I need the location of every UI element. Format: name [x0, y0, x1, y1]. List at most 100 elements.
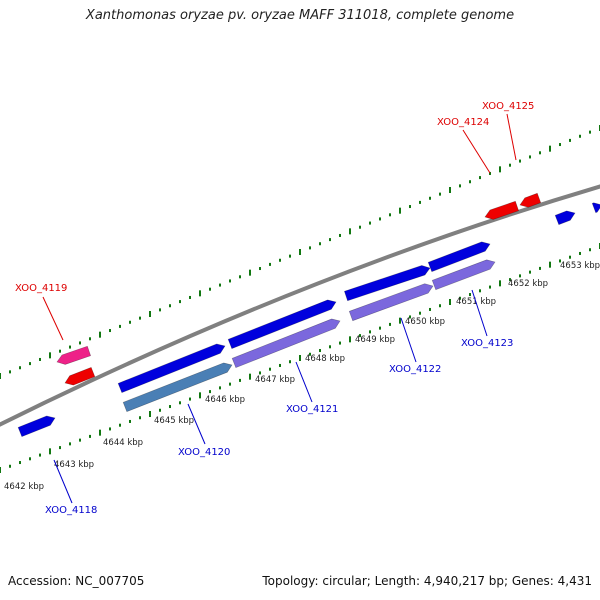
gene-leader-line [295, 361, 313, 403]
gene-arrow[interactable] [64, 366, 96, 386]
tick-mark [429, 196, 431, 200]
gene-label-xoo-4121[interactable]: XOO_4121 [286, 404, 338, 415]
tick-mark [389, 322, 391, 326]
tick-mark [469, 180, 471, 184]
tick-mark [549, 145, 551, 152]
genome-summary: Topology: circular; Length: 4,940,217 bp… [262, 574, 592, 588]
axis-tick-label: 4642 kbp [4, 482, 44, 492]
tick-mark [289, 360, 291, 364]
gene-label-xoo-4124[interactable]: XOO_4124 [437, 117, 489, 128]
tick-mark [539, 151, 541, 155]
tick-mark [169, 304, 171, 308]
gene-arrow[interactable] [427, 241, 491, 273]
gene-arrow-xoo-4124[interactable] [484, 200, 520, 220]
tick-mark [359, 334, 361, 338]
tick-mark [269, 262, 271, 266]
tick-mark [259, 267, 261, 271]
tick-mark [569, 255, 571, 259]
tick-mark [89, 337, 91, 341]
tick-mark [339, 233, 341, 237]
gene-arrow-xoo-4120[interactable] [122, 362, 233, 413]
gene-leader-line [506, 113, 517, 161]
gene-arrow-xoo-4121[interactable] [231, 318, 341, 369]
gene-label-xoo-4125[interactable]: XOO_4125 [482, 101, 534, 112]
tick-mark [29, 362, 31, 366]
tick-mark [489, 171, 491, 175]
gene-arrow-xoo-4122[interactable] [348, 283, 434, 322]
tick-mark [79, 438, 81, 442]
tick-mark [489, 285, 491, 289]
tick-mark [349, 336, 351, 343]
tick-mark [479, 176, 481, 180]
tick-mark [129, 320, 131, 324]
tick-mark [499, 280, 501, 287]
tick-mark [569, 138, 571, 142]
tick-mark [69, 442, 71, 446]
tick-mark [419, 311, 421, 315]
tick-mark [499, 166, 501, 173]
tick-mark [159, 308, 161, 312]
tick-mark [239, 275, 241, 279]
tick-mark [29, 457, 31, 461]
axis-tick-label: 4646 kbp [205, 395, 245, 405]
tick-mark [209, 287, 211, 291]
gene-arrow[interactable] [227, 299, 337, 350]
gene-arrow[interactable] [554, 210, 576, 226]
axis-tick-label: 4653 kbp [560, 261, 600, 271]
tick-mark [189, 295, 191, 299]
tick-mark [419, 200, 421, 204]
tick-mark [9, 464, 11, 468]
tick-mark [379, 326, 381, 330]
tick-mark [59, 349, 61, 353]
gene-label-xoo-4122[interactable]: XOO_4122 [389, 364, 441, 375]
axis-tick-label: 4643 kbp [54, 460, 94, 470]
tick-mark [139, 416, 141, 420]
tick-mark [299, 355, 301, 361]
tick-mark [429, 307, 431, 311]
axis-tick-label: 4648 kbp [305, 354, 345, 364]
tick-mark [0, 467, 1, 473]
genome-backbone [0, 184, 600, 427]
tick-mark [579, 134, 581, 138]
tick-mark [209, 390, 211, 394]
tick-mark [119, 324, 121, 328]
gene-label-xoo-4123[interactable]: XOO_4123 [461, 338, 513, 349]
gene-label-xoo-4120[interactable]: XOO_4120 [178, 447, 230, 458]
tick-mark [479, 289, 481, 293]
tick-mark [59, 446, 61, 450]
tick-mark [119, 423, 121, 427]
gene-leader-line [187, 403, 206, 445]
tick-mark [219, 386, 221, 390]
tick-mark [449, 187, 451, 193]
tick-mark [309, 352, 311, 356]
tick-mark [199, 392, 201, 399]
tick-mark [579, 251, 581, 255]
gene-label-xoo-4119[interactable]: XOO_4119 [15, 283, 67, 294]
tick-mark [279, 363, 281, 367]
gene-arrow-xoo-4118[interactable] [17, 415, 56, 438]
gene-arrow[interactable] [591, 202, 600, 214]
gene-arrow-xoo-4119[interactable] [56, 345, 92, 365]
lower-tick-row [0, 243, 600, 473]
gene-arrow[interactable] [117, 343, 226, 394]
tick-mark [409, 205, 411, 209]
genome-title: Xanthomonas oryzae pv. oryzae MAFF 31101… [85, 8, 515, 23]
gene-arrow-xoo-4123[interactable] [431, 259, 496, 291]
tick-mark [179, 300, 181, 304]
gene-arrow-xoo-4125[interactable] [519, 192, 542, 208]
axis-tick-label: 4650 kbp [405, 317, 445, 327]
gene-label-xoo-4118[interactable]: XOO_4118 [45, 505, 97, 516]
axis-tick-label: 4649 kbp [355, 335, 395, 345]
tick-mark [249, 373, 251, 380]
tick-mark [399, 317, 401, 324]
tick-mark [49, 448, 51, 455]
tick-mark [319, 242, 321, 246]
gene-arrow[interactable] [344, 265, 431, 302]
tick-mark [409, 315, 411, 319]
axis-tick-label: 4645 kbp [154, 416, 194, 426]
tick-mark [389, 213, 391, 217]
accession-label: Accession: NC_007705 [8, 574, 145, 588]
tick-mark [279, 258, 281, 262]
